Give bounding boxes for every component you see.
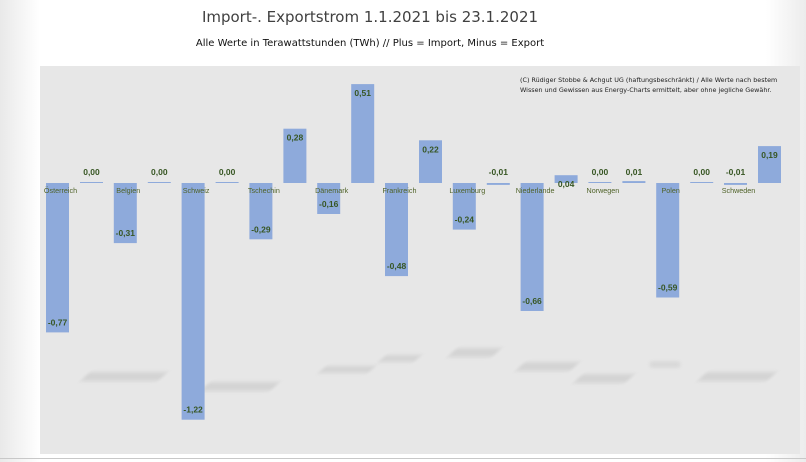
labels-layer: -0,77 -0,31 -1,22 -0,29 -0,16 -0,48 -0,24 -0,66…: [44, 88, 778, 415]
category-label: Tschechin: [248, 186, 280, 195]
value-label: -0,16: [319, 199, 339, 209]
bar-dänemark-s2: [351, 84, 375, 183]
bar-niederlande-s1: [520, 183, 544, 311]
bar-tschechin-s2: [283, 128, 307, 183]
bar-österreich-s1: [46, 183, 69, 333]
value-label: -0,01: [489, 167, 509, 177]
value-label: 0,00: [219, 167, 236, 177]
category-label: Niederlande: [516, 186, 555, 195]
value-label: -0,31: [116, 228, 136, 238]
chart-title: Import-. Exportstrom 1.1.2021 bis 23.1.2…: [201, 8, 539, 26]
value-label: -0,59: [658, 283, 678, 293]
category-label: Österreich: [44, 186, 77, 195]
value-label: -0,24: [455, 215, 475, 225]
shadow-mark: [650, 362, 680, 367]
bar-österreich-s2: [80, 182, 103, 183]
category-label: Frankreich: [383, 186, 417, 195]
value-label: 0,22: [422, 144, 439, 154]
category-label: Polen: [662, 186, 680, 195]
bar-frankreich-s1: [385, 183, 408, 277]
chart-subtitle: Alle Werte in Terawattstunden (TWh) // P…: [195, 38, 545, 49]
bar-schweiz-s1: [181, 183, 205, 420]
bar-polen-s1: [656, 183, 680, 298]
value-label: 0,51: [354, 88, 371, 98]
value-label: 0,00: [83, 167, 100, 177]
value-label: 0,01: [626, 167, 643, 177]
category-label: Schweden: [722, 186, 756, 195]
copyright-note: (C) Rüdiger Stobbe & Achgut UG (haftungs…: [520, 76, 778, 94]
category-label: Norwegen: [587, 186, 620, 195]
bar-belgien-s2: [147, 182, 171, 183]
value-label: 0,00: [151, 167, 168, 177]
value-label: -0,01: [726, 167, 746, 177]
value-label: -0,66: [522, 296, 542, 306]
value-label: -0,77: [48, 317, 68, 327]
bar-schweden-s2: [758, 146, 781, 183]
bar-niederlande-s2: [554, 175, 578, 183]
category-label: Belgien: [116, 186, 140, 195]
value-label: 0,00: [693, 167, 710, 177]
bar-polen-s2: [690, 182, 714, 183]
value-label: -1,22: [183, 405, 203, 415]
bar-norwegen-s1: [588, 182, 612, 183]
value-label: -0,48: [387, 261, 407, 271]
value-label: 0,28: [287, 133, 304, 143]
value-label: -0,29: [251, 224, 271, 234]
bar-schweden-s1: [724, 183, 747, 185]
bar-dänemark-s1: [317, 183, 341, 214]
bars-layer: [46, 84, 781, 420]
category-label: Schweiz: [183, 186, 210, 195]
category-label: Luxemburg: [449, 186, 485, 195]
bar-luxemburg-s2: [486, 183, 510, 185]
bar-belgien-s1: [113, 183, 137, 244]
bar-tschechin-s1: [249, 183, 273, 240]
category-label: Dänemark: [315, 186, 349, 195]
value-label: 0,19: [761, 150, 778, 160]
value-label: 0,00: [592, 167, 609, 177]
bar-frankreich-s2: [419, 140, 442, 183]
bar-schweiz-s2: [215, 182, 239, 183]
bottom-border: [0, 458, 806, 459]
bar-norwegen-s2: [622, 181, 646, 183]
value-label: 0,04: [558, 179, 575, 189]
bar-luxemburg-s1: [452, 183, 476, 230]
